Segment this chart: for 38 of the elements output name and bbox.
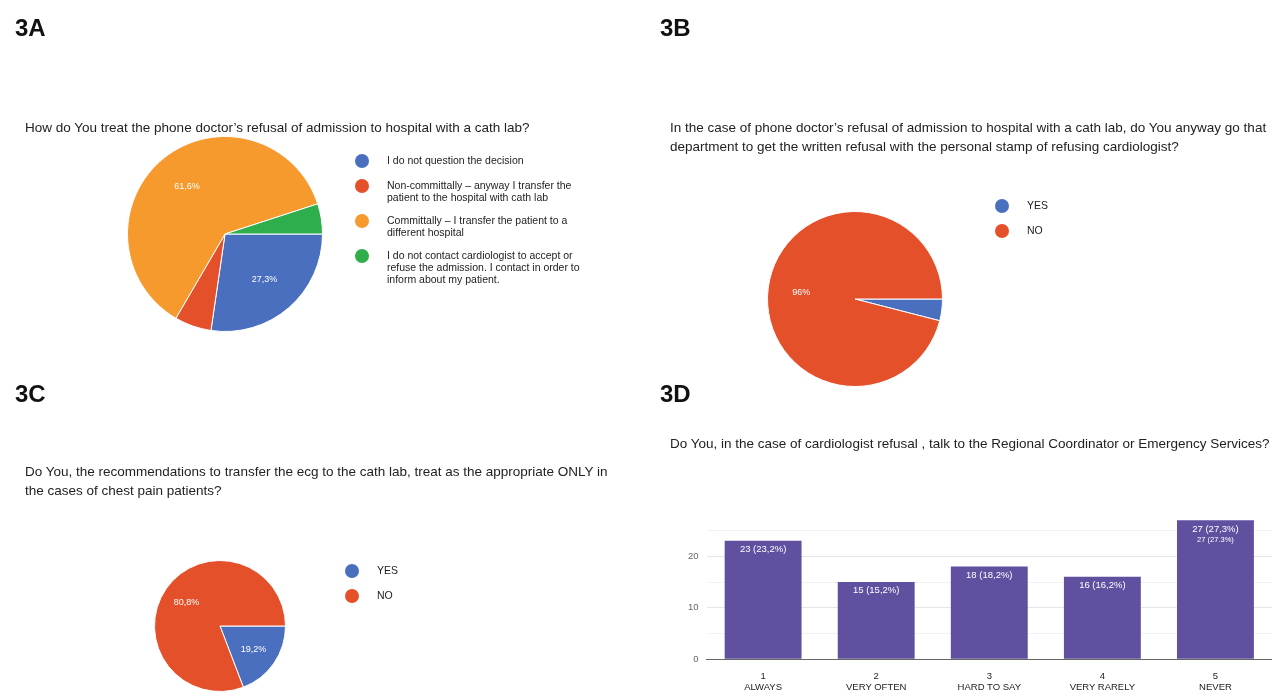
chart-title: 3A bbox=[15, 14, 46, 42]
data-label: 23 (23,2%) bbox=[739, 543, 787, 555]
y-tick-label: 20 bbox=[687, 549, 699, 561]
data-label: 96% bbox=[792, 286, 811, 297]
x-tick-label: 5 NEVER bbox=[1199, 669, 1232, 692]
legend-label: NO bbox=[1027, 224, 1043, 236]
x-tick-label: 1 ALWAYS bbox=[744, 669, 783, 692]
bar bbox=[1177, 520, 1254, 659]
data-label: 80,8% bbox=[173, 597, 200, 608]
data-label: 61,6% bbox=[174, 181, 200, 192]
y-tick-label: 10 bbox=[687, 601, 699, 613]
x-tick-label: 4 VERY RARELY bbox=[1069, 669, 1136, 692]
bar bbox=[724, 540, 802, 659]
legend-label: I do not question the decision bbox=[387, 154, 524, 166]
legend-label: YES bbox=[377, 564, 399, 576]
data-label: 15 (15,2%) bbox=[852, 584, 900, 596]
data-label: 19,2% bbox=[240, 643, 267, 654]
chart-title: 3D bbox=[660, 380, 691, 408]
y-tick-label: 0 bbox=[693, 652, 699, 664]
bar bbox=[950, 566, 1028, 659]
legend-label: I do not contact cardiologist to accept or refuse the admission. I contact in order to inform about my patient. bbox=[387, 249, 581, 285]
legend-label: NO bbox=[377, 589, 393, 601]
chart-title: 3B bbox=[660, 14, 691, 42]
x-tick-label: 3 HARD TO SAY bbox=[957, 669, 1022, 692]
data-label: 16 (16,2%) bbox=[1079, 579, 1126, 591]
legend-label: YES bbox=[1027, 199, 1049, 211]
legend-label: Non-committally – anyway I transfer the patient to the hospital with cath lab bbox=[387, 179, 573, 203]
chart-subtitle: Do You, in the case of cardiologist refusal , talk to the Regional Coordinator or Emergency Services? bbox=[670, 435, 1270, 453]
legend-label: Committally – I transfer the patient to a different hospital bbox=[387, 214, 569, 238]
chart-subtitle: In the case of phone doctor’s refusal of admission to hospital with a cath lab, do You anyway go that department to get the written refusal with the personal stamp of refusing cardiologist? bbox=[670, 119, 1268, 156]
chart-title: 3C bbox=[15, 380, 46, 408]
bar bbox=[837, 582, 915, 659]
chart-subtitle: How do You treat the phone doctor’s refusal of admission to hospital with a cath lab? bbox=[25, 119, 531, 137]
bar bbox=[1063, 576, 1141, 659]
chart-subtitle: Do You, the recommendations to transfer the ecg to the cath lab, treat as the appropriate ONLY in the cases of chest pain patients? bbox=[25, 463, 609, 500]
x-tick-label: 2 VERY OFTEN bbox=[846, 669, 907, 692]
data-label: 27,3% bbox=[251, 274, 278, 285]
data-label: 18 (18,2%) bbox=[966, 568, 1013, 580]
